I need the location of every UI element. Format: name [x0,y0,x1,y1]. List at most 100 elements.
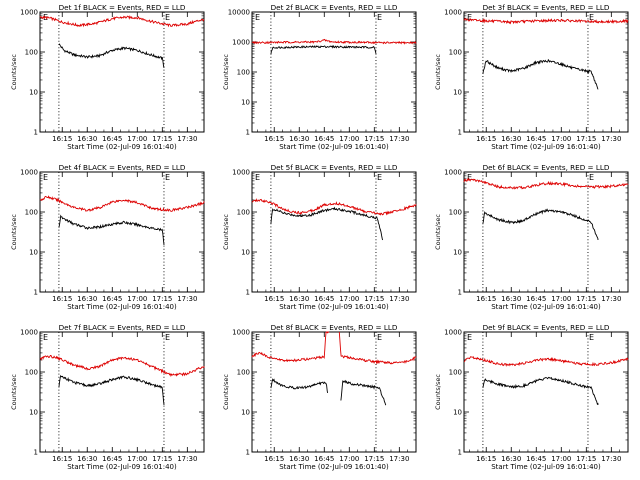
y-tick-label: 1000 [232,39,250,47]
y-axis-label: Counts/sec [10,54,18,90]
detector-panel-1: Det 1f BLACK = Events, RED = LLD 1 10 100 10… [10,3,205,151]
flag-label: E [377,13,382,22]
x-tick-label: 16:15 [264,135,284,143]
y-tick-label: 1 [246,129,250,137]
y-tick-label: 1000 [20,169,38,177]
y-tick-label: 1000 [444,329,462,337]
panel-title: Det 3f BLACK = Events, RED = LLD [483,3,610,12]
x-axis-label: Start Time (02-Jul-09 16:01:40) [279,463,389,471]
y-tick-label: 10 [29,409,38,417]
x-tick-label: 17:30 [601,455,621,463]
plot-frame [39,171,205,293]
panel-title: Det 8f BLACK = Events, RED = LLD [271,323,398,332]
y-tick-label: 1 [246,449,250,457]
x-tick-label: 17:15 [152,135,172,143]
y-tick-label: 1 [34,289,38,297]
events-series-line [482,376,599,406]
y-tick-label: 10 [241,99,250,107]
x-tick-label: 17:00 [551,135,571,143]
x-tick-label: 16:45 [526,295,546,303]
y-axis-label: Counts/sec [434,374,442,410]
x-tick-label: 16:45 [314,135,334,143]
x-tick-label: 16:15 [264,455,284,463]
x-tick-label: 16:45 [102,135,122,143]
x-axis-label: Start Time (02-Jul-09 16:01:40) [67,303,177,311]
x-axis-label: Start Time (02-Jul-09 16:01:40) [67,143,177,151]
y-tick-label: 10 [453,89,462,97]
events-series-line [482,208,599,241]
y-tick-label: 10 [241,409,250,417]
flag-label: E [43,333,48,342]
events-series-line [340,379,387,406]
y-tick-label: 100 [237,209,250,217]
flag-label: E [255,333,260,342]
events-series-line [270,44,377,55]
events-series-line [58,214,165,246]
y-tick-label: 10 [453,409,462,417]
y-axis-label: Counts/sec [434,54,442,90]
x-axis-label: Start Time (02-Jul-09 16:01:40) [491,303,601,311]
plot-frame [251,331,417,453]
flag-label: E [467,333,472,342]
x-tick-label: 17:15 [364,295,384,303]
y-tick-label: 10 [29,249,38,257]
x-tick-label: 16:45 [102,455,122,463]
x-axis-label: Start Time (02-Jul-09 16:01:40) [279,143,389,151]
y-tick-label: 1000 [232,169,250,177]
x-tick-label: 16:45 [526,135,546,143]
x-tick-label: 17:00 [551,295,571,303]
x-axis-label: Start Time (02-Jul-09 16:01:40) [67,463,177,471]
x-tick-label: 16:30 [289,295,309,303]
lld-series-line [463,177,629,190]
y-tick-label: 1000 [444,9,462,17]
detector-panel-7: Det 7f BLACK = Events, RED = LLD 1 10 100 10… [10,323,205,471]
y-tick-label: 100 [449,49,462,57]
lld-series-line [39,354,205,377]
y-tick-label: 1 [458,129,462,137]
x-tick-label: 16:15 [476,135,496,143]
x-tick-label: 17:15 [576,135,596,143]
x-tick-label: 17:30 [389,135,409,143]
y-tick-label: 100 [237,69,250,77]
detector-panel-6: Det 6f BLACK = Events, RED = LLD 1 10 100 10… [434,163,629,311]
events-series-line [58,374,165,406]
lld-series-line [39,195,205,212]
flag-label: E [43,173,48,182]
x-tick-label: 16:15 [52,455,72,463]
panel-title: Det 2f BLACK = Events, RED = LLD [271,3,398,12]
x-tick-label: 16:15 [264,295,284,303]
panel-title: Det 1f BLACK = Events, RED = LLD [59,3,186,12]
flag-label: E [165,333,170,342]
y-axis-label: Counts/sec [434,214,442,250]
detector-panel-5: Det 5f BLACK = Events, RED = LLD 1 10 100 10… [222,163,417,311]
y-axis-label: Counts/sec [222,214,230,250]
x-tick-label: 16:45 [526,455,546,463]
x-tick-label: 16:15 [52,135,72,143]
detector-panel-3: Det 3f BLACK = Events, RED = LLD 1 10 100 10… [434,3,629,151]
events-series-line [270,378,329,393]
x-tick-label: 17:15 [152,455,172,463]
panel-title: Det 4f BLACK = Events, RED = LLD [59,163,186,172]
x-tick-label: 16:30 [77,295,97,303]
flag-label: E [467,13,472,22]
detector-panel-9: Det 9f BLACK = Events, RED = LLD 1 10 100 10… [434,323,629,471]
plot-frame [251,171,417,293]
x-tick-label: 16:30 [77,135,97,143]
detector-panel-8: Det 8f BLACK = Events, RED = LLD 1 10 100 10… [222,323,417,471]
flag-label: E [255,173,260,182]
y-tick-label: 1000 [444,169,462,177]
x-tick-label: 16:15 [476,455,496,463]
x-axis-label: Start Time (02-Jul-09 16:01:40) [279,303,389,311]
y-tick-label: 100 [449,369,462,377]
y-axis-label: Counts/sec [222,374,230,410]
flag-label: E [377,333,382,342]
y-tick-label: 1000 [20,329,38,337]
y-tick-label: 1000 [20,9,38,17]
flag-label: E [165,13,170,22]
x-tick-label: 17:00 [339,135,359,143]
panel-title: Det 9f BLACK = Events, RED = LLD [483,323,610,332]
x-tick-label: 17:15 [364,135,384,143]
x-tick-label: 17:15 [364,455,384,463]
x-tick-label: 17:30 [389,295,409,303]
lld-series-line [251,331,330,363]
